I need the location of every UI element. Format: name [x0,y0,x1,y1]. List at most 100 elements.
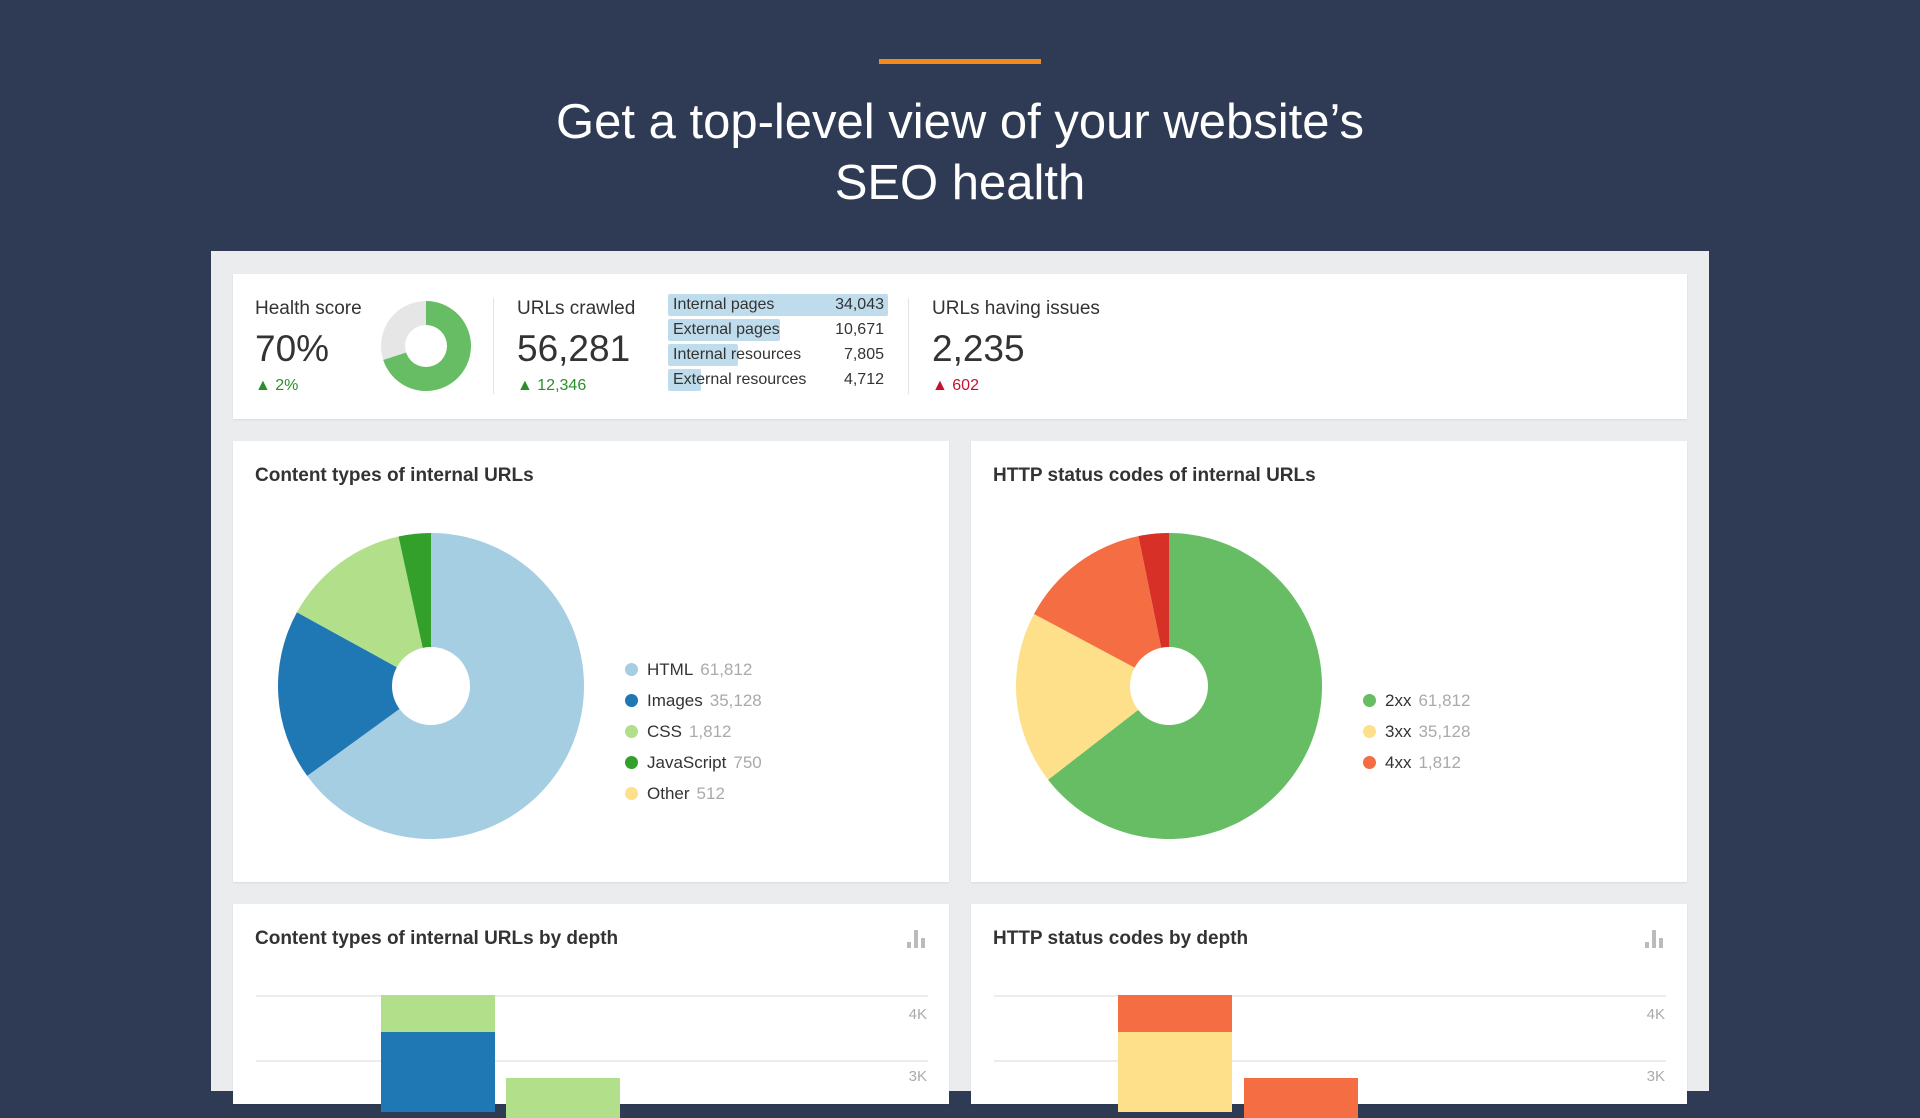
legend-dot-icon [1363,694,1376,707]
content-types-pie [278,533,584,839]
legend-dot-icon [625,756,638,769]
status-codes-card: HTTP status codes of internal URLs 2xx 61… [971,441,1687,882]
gridline [994,995,1666,997]
bar-segment-4xx [1244,1078,1358,1118]
breakdown-row: External pages 10,671 [668,319,888,341]
legend-value: 512 [696,783,725,803]
legend-value: 1,812 [1418,752,1462,772]
legend-value: 35,128 [709,690,762,710]
card-title: HTTP status codes of internal URLs [993,465,1316,486]
legend-label: CSS [647,721,682,741]
legend-label: JavaScript [647,752,727,772]
card-title: HTTP status codes by depth [993,928,1249,949]
urls-issues-delta: ▲ 602 [932,377,979,394]
page-title: Get a top-level view of your website’s S… [0,92,1920,214]
urls-crawled-label: URLs crawled [517,298,636,319]
legend-value: 750 [733,752,762,772]
bar-segment-css [381,995,495,1032]
legend-value: 61,812 [1418,690,1471,710]
legend-label: HTML [647,659,694,679]
legend-label: 4xx [1385,752,1412,772]
status-codes-pie [1016,533,1322,839]
legend-value: 35,128 [1418,721,1471,741]
urls-crawled-value: 56,281 [517,328,631,369]
breakdown-bar [668,344,739,366]
delta-value: 2% [275,377,299,394]
card-title: Content types of internal URLs [255,465,534,486]
breakdown-value: 10,671 [835,321,884,338]
health-score-label: Health score [255,298,362,319]
tick-label: 4K [1646,1006,1665,1023]
legend-item[interactable]: Images 35,128 [625,685,762,716]
legend-item[interactable]: 2xx 61,812 [1363,685,1470,716]
status-depth-card: HTTP status codes by depth 4K 3K [971,904,1687,1118]
content-types-legend: HTML 61,812 Images 35,128 CSS 1,812 JavaScript… [625,654,762,809]
health-score-donut [381,301,471,391]
pie-slice-3xx [1016,613,1169,780]
tick-label: 3K [908,1068,927,1085]
bar-segment-3xx [1118,1032,1232,1112]
gridline [256,1060,928,1062]
content-types-card: Content types of internal URLs HTML 61,81… [233,441,949,882]
legend-item[interactable]: JavaScript 750 [625,747,762,778]
title-line-2: SEO health [834,156,1086,210]
breakdown-name: Internal resources [673,346,802,363]
legend-label: 3xx [1385,721,1412,741]
bar-chart-icon[interactable] [1645,930,1665,948]
legend-dot-icon [625,787,638,800]
legend-dot-icon [625,725,638,738]
pie-slice-4xx [1034,536,1169,686]
legend-value: 61,812 [700,659,753,679]
pie-slice-css [296,536,431,686]
card-title: Content types of internal URLs by depth [255,928,619,949]
gridline [994,1060,1666,1062]
legend-value: 1,812 [688,721,732,741]
urls-issues-label: URLs having issues [932,298,1100,319]
title-line-1: Get a top-level view of your website’s [556,95,1364,149]
gridline [256,995,928,997]
pie-slice-javascript [398,533,431,686]
urls-crawled-delta: ▲ 12,346 [517,377,587,394]
delta-value: 12,346 [537,377,587,394]
status-codes-legend: 2xx 61,812 3xx 35,128 4xx 1,812 [1363,685,1470,778]
legend-item[interactable]: 3xx 35,128 [1363,716,1470,747]
pie-slice-images [278,612,431,776]
accent-line [879,59,1041,64]
delta-value: 602 [952,377,979,394]
donut-hole [405,325,447,367]
legend-item[interactable]: CSS 1,812 [625,716,762,747]
breakdown-row: Internal pages 34,043 [668,294,888,316]
breakdown-name: Internal pages [673,296,775,313]
health-score-value: 70% [255,328,330,369]
breakdown-name: External pages [673,321,780,338]
legend-item[interactable]: HTML 61,812 [625,654,762,685]
divider [493,298,494,394]
bar-chart-icon[interactable] [907,930,927,948]
legend-dot-icon [1363,725,1376,738]
breakdown-value: 7,805 [843,346,884,363]
donut-hole [1130,647,1208,725]
bar-segment-images [381,1032,495,1112]
breakdown-value: 34,043 [835,296,884,313]
legend-label: Images [647,690,703,710]
breakdown-bar [668,294,888,316]
legend-dot-icon [625,694,638,707]
breakdown-value: 4,712 [843,371,884,388]
legend-item[interactable]: Other 512 [625,778,762,809]
legend-dot-icon [625,663,638,676]
breakdown-row: External resources 4,712 [668,369,888,391]
health-score-delta: ▲ 2% [255,377,299,394]
urls-issues-value: 2,235 [932,328,1025,369]
breakdown-row: Internal resources 7,805 [668,344,888,366]
divider [908,298,909,394]
summary-card: Health score 70% ▲ 2% URLs crawled 56,28… [233,274,1687,419]
breakdown-bar [668,369,701,391]
pie-slice-other [1138,533,1169,686]
bar-segment-css [506,1078,620,1118]
breakdown-name: External resources [673,371,807,388]
legend-label: 2xx [1385,690,1412,710]
bar-segment-4xx [1118,995,1232,1032]
breakdown-bar [668,319,781,341]
legend-item[interactable]: 4xx 1,812 [1363,747,1470,778]
tick-label: 3K [1646,1068,1665,1085]
